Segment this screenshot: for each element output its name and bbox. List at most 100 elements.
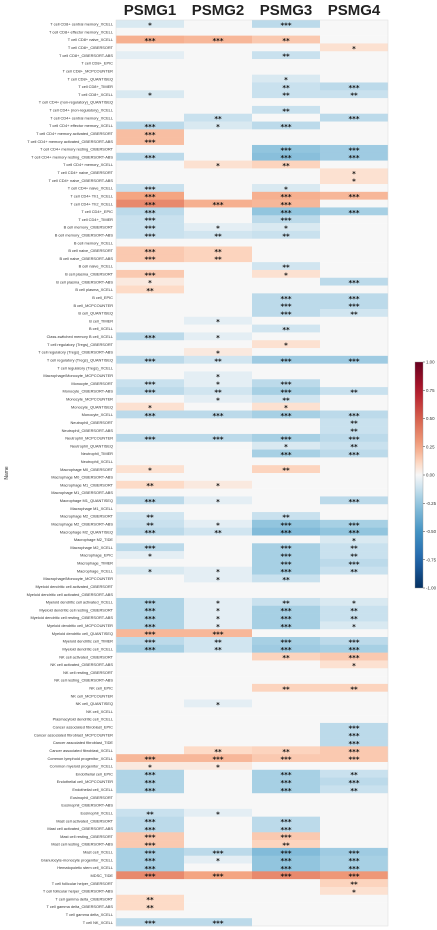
significance-stars: ** bbox=[214, 529, 222, 537]
heatmap-cell bbox=[184, 20, 252, 29]
heatmap-cell bbox=[252, 840, 320, 849]
heatmap-cell bbox=[184, 496, 252, 505]
heatmap-cell bbox=[184, 840, 252, 849]
heatmap-cell bbox=[116, 504, 184, 513]
heatmap-cell bbox=[320, 840, 388, 849]
row-label: Monocyte_CIBERSORT-ABS bbox=[62, 389, 113, 394]
significance-stars: *** bbox=[213, 435, 224, 443]
significance-stars: *** bbox=[145, 638, 156, 646]
heatmap-cell bbox=[184, 793, 252, 802]
heatmap-cell bbox=[184, 910, 252, 919]
significance-stars: ** bbox=[282, 842, 290, 850]
significance-stars: *** bbox=[349, 638, 360, 646]
row-label: Myeloid dendritic cell activated_XCELL bbox=[46, 600, 114, 605]
heatmap-cell bbox=[184, 551, 252, 560]
heatmap-cell bbox=[116, 629, 184, 638]
significance-stars: ** bbox=[350, 553, 358, 561]
heatmap-cell bbox=[184, 527, 252, 536]
heatmap-cell bbox=[320, 137, 388, 146]
heatmap-cell bbox=[184, 410, 252, 419]
significance-stars: *** bbox=[349, 756, 360, 764]
heatmap-cell bbox=[320, 637, 388, 646]
heatmap-cell bbox=[252, 496, 320, 505]
heatmap-cell bbox=[184, 746, 252, 755]
heatmap-cell bbox=[116, 730, 184, 739]
row-label: Macrophage/Monocyte_MCPCOUNTER bbox=[43, 576, 113, 581]
heatmap-cell bbox=[252, 144, 320, 154]
heatmap-cell bbox=[320, 66, 388, 75]
row-label: Myeloid dendritic cell_MCPCOUNTER bbox=[47, 623, 113, 628]
significance-stars: *** bbox=[281, 123, 292, 131]
heatmap-cell bbox=[116, 191, 184, 200]
heatmap-cell bbox=[320, 277, 388, 286]
heatmap-cell bbox=[116, 387, 184, 396]
significance-stars: *** bbox=[349, 857, 360, 865]
heatmap-cell bbox=[184, 621, 252, 630]
heatmap-cell bbox=[252, 35, 320, 44]
heatmap-cell bbox=[320, 691, 388, 700]
significance-stars: * bbox=[352, 537, 356, 545]
significance-stars: * bbox=[216, 482, 220, 490]
heatmap-cell bbox=[116, 82, 184, 91]
heatmap-cell bbox=[184, 683, 252, 692]
heatmap-cell bbox=[320, 355, 388, 364]
colorbar-tick-label: -1.00 bbox=[426, 586, 437, 591]
row-label: Macrophage M2_TIDE bbox=[74, 537, 114, 542]
heatmap-cell bbox=[252, 629, 320, 638]
heatmap-cell bbox=[184, 519, 252, 528]
heatmap-cell bbox=[320, 98, 388, 107]
heatmap-cell bbox=[320, 394, 388, 404]
significance-stars: *** bbox=[349, 303, 360, 311]
heatmap-cell bbox=[252, 558, 320, 568]
heatmap-cell bbox=[252, 918, 320, 927]
row-label: T cell CD4+ central memory_XCELL bbox=[50, 115, 114, 120]
significance-stars: ** bbox=[282, 685, 290, 693]
heatmap-cell bbox=[252, 566, 320, 575]
heatmap-cell bbox=[252, 308, 320, 318]
heatmap-cell bbox=[320, 824, 388, 833]
heatmap-cell bbox=[320, 207, 388, 216]
significance-stars: * bbox=[216, 224, 220, 232]
heatmap-cell bbox=[320, 426, 388, 435]
row-label: Hematopoietic stem cell_XCELL bbox=[57, 865, 114, 870]
heatmap-cell bbox=[116, 129, 184, 138]
row-label: B cell naive_XCELL bbox=[79, 264, 114, 269]
heatmap-cell bbox=[116, 496, 184, 505]
heatmap-cell bbox=[252, 160, 320, 169]
heatmap-cell bbox=[184, 348, 252, 357]
significance-stars: *** bbox=[349, 84, 360, 92]
significance-stars: ** bbox=[350, 685, 358, 693]
row-label: T cell CD4+ memory resting_CIBERSORT-ABS bbox=[31, 154, 113, 159]
heatmap-cell bbox=[252, 488, 320, 497]
significance-stars: *** bbox=[281, 553, 292, 561]
row-label: T cell CD4+_TIMER bbox=[78, 217, 113, 222]
heatmap-cell bbox=[252, 543, 320, 552]
heatmap-cell bbox=[320, 230, 388, 239]
significance-stars: * bbox=[216, 521, 220, 529]
row-label: NK cell resting_CIBERSORT bbox=[63, 670, 113, 675]
heatmap-cell bbox=[116, 246, 184, 255]
heatmap-cell bbox=[116, 605, 184, 614]
row-label: NK cell_XCELL bbox=[86, 709, 114, 714]
significance-stars: * bbox=[352, 178, 356, 186]
heatmap-cell bbox=[116, 277, 184, 286]
row-label: Endothelial cell_EPIC bbox=[76, 771, 114, 776]
row-label: B cell memory_CIBERSORT bbox=[64, 225, 114, 230]
row-label: T cell regulatory (Tregs)_CIBERSORT bbox=[47, 342, 113, 347]
heatmap-cell bbox=[252, 886, 320, 896]
heatmap-cell bbox=[184, 613, 252, 622]
heatmap-cell bbox=[252, 191, 320, 200]
heatmap-cell bbox=[252, 168, 320, 177]
heatmap-cell bbox=[320, 402, 388, 411]
heatmap-cell bbox=[252, 387, 320, 396]
heatmap-cell bbox=[320, 387, 388, 396]
significance-stars: ** bbox=[146, 287, 154, 295]
significance-stars: *** bbox=[145, 623, 156, 631]
significance-stars: *** bbox=[145, 849, 156, 857]
heatmap-cell bbox=[252, 230, 320, 239]
heatmap-cell bbox=[184, 558, 252, 568]
significance-stars: ** bbox=[350, 443, 358, 451]
significance-stars: * bbox=[216, 623, 220, 631]
heatmap-cell bbox=[252, 394, 320, 404]
significance-stars: * bbox=[216, 334, 220, 342]
